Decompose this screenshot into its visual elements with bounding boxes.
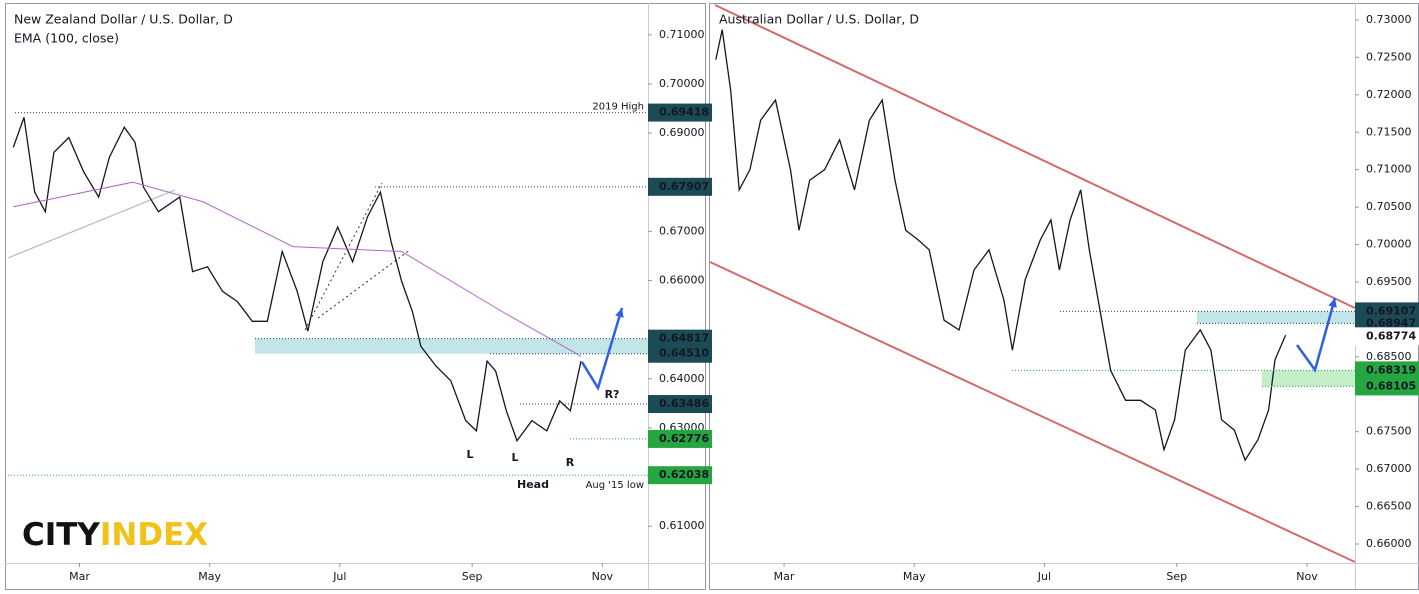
y-tick-label: 0.71500 (1366, 125, 1412, 138)
chart-layer (7, 4, 1356, 563)
support-zone (1197, 311, 1355, 324)
level-label: 0.69418 (659, 106, 709, 119)
x-tick-label: Jul (332, 570, 346, 583)
pattern-annotation: L (466, 448, 473, 461)
level-label: 0.68774 (1366, 329, 1416, 342)
logo-index: INDEX (100, 517, 208, 553)
level-label-box (648, 329, 712, 348)
y-tick-label: 0.69500 (1366, 275, 1412, 288)
pattern-annotation: R? (605, 388, 620, 401)
y-tick-label: 0.70500 (1366, 200, 1412, 213)
pattern-annotation: L (511, 451, 518, 464)
ema-line (13, 181, 582, 357)
level-label-box (1355, 361, 1419, 380)
channel-upper (714, 4, 1356, 309)
level-label: 0.64817 (659, 332, 709, 345)
x-tick-label: Jul (1037, 570, 1051, 583)
level-label: 0.62776 (659, 432, 709, 445)
level-label: 0.63486 (659, 397, 709, 410)
y-tick-label: 0.67000 (1366, 462, 1412, 475)
y-tick-label: 0.66000 (1366, 537, 1412, 550)
level-label-box (1355, 377, 1419, 396)
arrow-head (615, 308, 624, 318)
y-tick-label: 0.67000 (659, 224, 705, 237)
level-label: 0.67907 (659, 180, 709, 193)
chart-title: New Zealand Dollar / U.S. Dollar, D (14, 12, 233, 27)
projection-arrow (1295, 297, 1337, 373)
trend-line (7, 189, 176, 259)
y-tick-label: 0.64000 (659, 372, 705, 385)
level-label-box (648, 103, 712, 122)
level-label-box (648, 395, 712, 414)
y-tick-label: 0.67500 (1366, 425, 1412, 438)
logo: CITYINDEX (22, 517, 208, 553)
y-tick-label: 0.71000 (659, 28, 705, 41)
y-tick-label: 0.66000 (659, 274, 705, 287)
logo-city: CITY (22, 517, 100, 553)
y-tick-label: 0.72500 (1366, 50, 1412, 63)
x-tick-label: Nov (592, 570, 614, 583)
y-tick-label: 0.69000 (659, 126, 705, 139)
pattern-annotation: Head (517, 478, 549, 491)
level-label-box (648, 429, 712, 448)
support-zone (1262, 370, 1355, 387)
level-label: 0.69107 (1366, 304, 1416, 317)
x-tick-label: Mar (69, 570, 90, 583)
x-tick-label: Sep (1166, 570, 1187, 583)
y-tick-label: 0.71000 (1366, 163, 1412, 176)
x-tick-label: May (198, 570, 221, 583)
x-tick-label: Mar (774, 570, 795, 583)
x-tick-label: Sep (462, 570, 483, 583)
level-label: 0.64510 (659, 347, 709, 360)
support-zone (255, 338, 648, 354)
y-tick-label: 0.61000 (659, 519, 705, 532)
x-tick-label: May (903, 570, 926, 583)
level-label: 0.68105 (1366, 379, 1416, 392)
level-label-box (648, 466, 712, 485)
y-tick-label: 0.70000 (1366, 238, 1412, 251)
level-label: 0.62038 (659, 468, 709, 481)
y-tick-label: 0.66500 (1366, 500, 1412, 513)
level-label-box (648, 177, 712, 196)
price-line (12, 117, 582, 443)
y-tick-label: 0.68500 (1366, 350, 1412, 363)
chart-subtitle: EMA (100, close) (14, 31, 119, 46)
arrow-head (1328, 298, 1337, 308)
left-panel-border (5, 3, 706, 590)
level-label: 0.68319 (1366, 363, 1416, 376)
x-tick-label: Nov (1296, 570, 1318, 583)
level-label: 0.68947 (1366, 316, 1416, 329)
price-line (715, 29, 1287, 462)
y-tick-label: 0.72000 (1366, 88, 1412, 101)
level-note: Aug '15 low (586, 480, 644, 491)
level-note: 2019 High (592, 102, 644, 113)
chart-title: Australian Dollar / U.S. Dollar, D (719, 12, 919, 27)
level-label-box (1355, 327, 1419, 346)
channel-line (317, 249, 411, 319)
y-tick-label: 0.70000 (659, 77, 705, 90)
y-tick-label: 0.73000 (1366, 13, 1412, 26)
projection-arrow (580, 307, 624, 392)
channel-lower (709, 261, 1356, 563)
level-label-box (648, 344, 712, 363)
pattern-annotation: R (566, 456, 575, 469)
